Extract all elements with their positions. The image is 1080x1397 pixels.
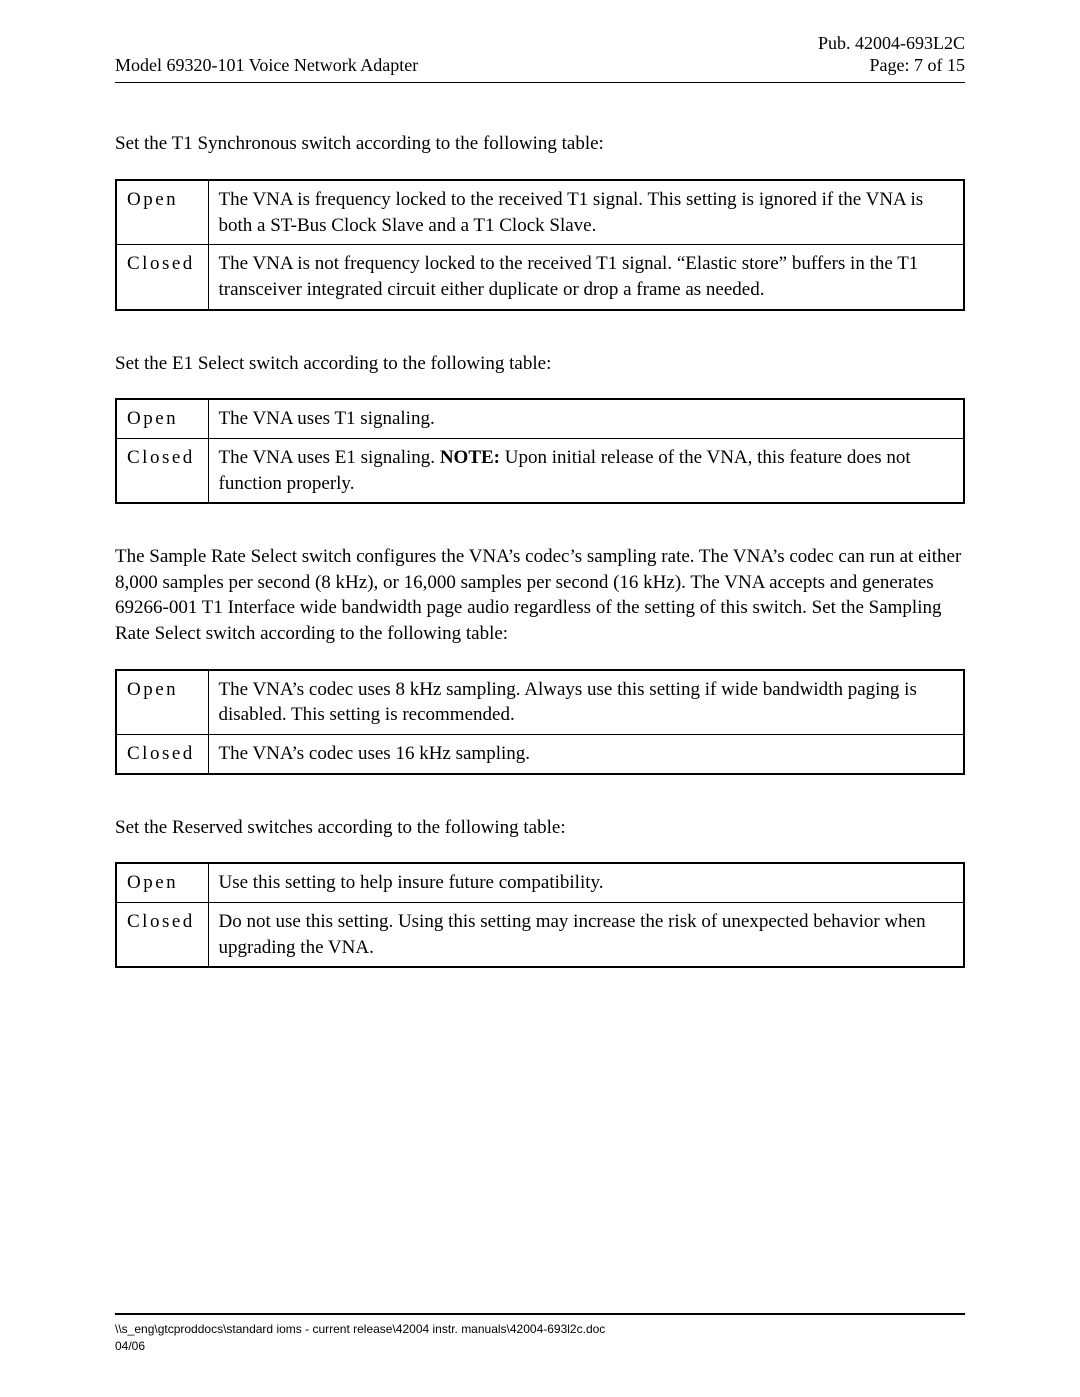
page-footer: \\s_eng\gtcproddocs\standard ioms - curr… (115, 1313, 965, 1355)
state-cell: Closed (116, 245, 208, 310)
table-row: Closed The VNA is not frequency locked t… (116, 245, 964, 310)
desc-cell: Use this setting to help insure future c… (208, 863, 964, 902)
state-cell: Open (116, 863, 208, 902)
state-cell: Open (116, 670, 208, 735)
desc-cell: The VNA uses T1 signaling. (208, 399, 964, 438)
state-cell: Closed (116, 735, 208, 774)
header-row: Model 69320-101 Voice Network Adapter Pa… (115, 55, 965, 76)
desc-cell: The VNA is frequency locked to the recei… (208, 180, 964, 245)
table-row: Open The VNA is frequency locked to the … (116, 180, 964, 245)
state-cell: Closed (116, 438, 208, 503)
pub-number: Pub. 42004-693L2C (115, 32, 965, 55)
table-row: Open The VNA’s codec uses 8 kHz sampling… (116, 670, 964, 735)
desc-cell: The VNA is not frequency locked to the r… (208, 245, 964, 310)
state-cell: Open (116, 180, 208, 245)
desc-cell: The VNA uses E1 signaling. NOTE: Upon in… (208, 438, 964, 503)
desc-cell: The VNA’s codec uses 8 kHz sampling. Alw… (208, 670, 964, 735)
table-row: Closed Do not use this setting. Using th… (116, 902, 964, 967)
state-cell: Open (116, 399, 208, 438)
state-cell: Closed (116, 902, 208, 967)
table-row: Open The VNA uses T1 signaling. (116, 399, 964, 438)
desc-pre: The VNA uses E1 signaling. (219, 447, 440, 468)
footer-path: \\s_eng\gtcproddocs\standard ioms - curr… (115, 1321, 965, 1338)
header-rule (115, 82, 965, 83)
section-intro: The Sample Rate Select switch configures… (115, 544, 965, 647)
e1-select-table: Open The VNA uses T1 signaling. Closed T… (115, 398, 965, 504)
reserved-table: Open Use this setting to help insure fut… (115, 862, 965, 968)
sample-rate-table: Open The VNA’s codec uses 8 kHz sampling… (115, 669, 965, 775)
section-intro: Set the E1 Select switch according to th… (115, 351, 965, 377)
desc-cell: Do not use this setting. Using this sett… (208, 902, 964, 967)
footer-date: 04/06 (115, 1338, 965, 1355)
footer-rule (115, 1313, 965, 1315)
t1-sync-table: Open The VNA is frequency locked to the … (115, 179, 965, 311)
section-intro: Set the T1 Synchronous switch according … (115, 131, 965, 157)
table-row: Open Use this setting to help insure fut… (116, 863, 964, 902)
desc-cell: The VNA’s codec uses 16 kHz sampling. (208, 735, 964, 774)
note-label: NOTE: (440, 447, 500, 468)
doc-title: Model 69320-101 Voice Network Adapter (115, 55, 418, 76)
page-header: Pub. 42004-693L2C Model 69320-101 Voice … (115, 32, 965, 76)
section-intro: Set the Reserved switches according to t… (115, 815, 965, 841)
table-row: Closed The VNA’s codec uses 16 kHz sampl… (116, 735, 964, 774)
page-body: Pub. 42004-693L2C Model 69320-101 Voice … (0, 0, 1080, 968)
page-number: Page: 7 of 15 (870, 55, 965, 76)
table-row: Closed The VNA uses E1 signaling. NOTE: … (116, 438, 964, 503)
